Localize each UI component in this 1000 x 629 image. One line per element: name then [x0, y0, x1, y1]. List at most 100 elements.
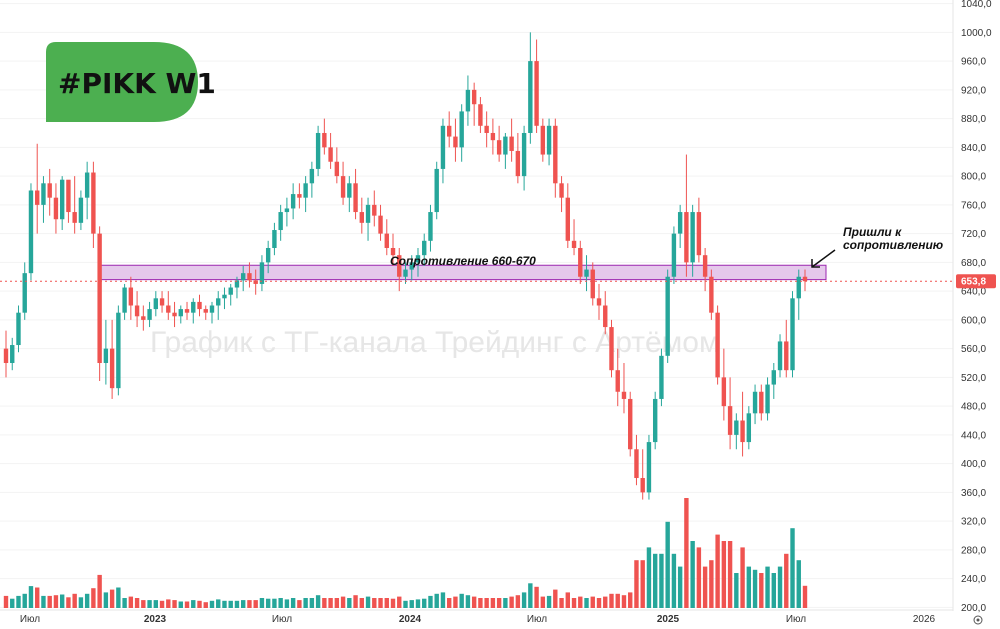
y-axis: 200,0 240,0 280,0 320,0 360,0 400,0 440,0 480,0… [961, 0, 992, 614]
candle-body [91, 172, 96, 234]
volume-bar [415, 599, 421, 608]
volume-bar [484, 598, 489, 608]
candle-body [315, 132, 321, 169]
candle-body [546, 125, 552, 155]
candle-body [428, 212, 433, 241]
candle-body [740, 420, 745, 443]
candle-body [646, 442, 652, 493]
candle-body [134, 305, 140, 317]
y-tick-label: 840,0 [961, 143, 986, 154]
volume-bar [571, 598, 577, 608]
candle-body [752, 391, 758, 414]
candle-body [272, 230, 277, 248]
y-tick-label: 280,0 [961, 545, 986, 556]
volume-bar [515, 595, 521, 608]
volume-bar [334, 598, 340, 608]
volume-bar [765, 566, 770, 608]
y-tick-label: 600,0 [961, 315, 986, 326]
candle-body [603, 305, 608, 328]
volume-bar [390, 598, 396, 608]
candle-body [35, 190, 40, 205]
y-tick-label: 560,0 [961, 344, 986, 355]
volume-bar [16, 595, 21, 608]
volume-bar [584, 598, 589, 608]
candle-body [553, 125, 558, 184]
volume-bar [272, 598, 277, 608]
candle-body [241, 273, 246, 281]
candle-body [471, 89, 477, 105]
volume-bar [422, 598, 427, 608]
candle-body [503, 136, 508, 155]
volume-bar [284, 599, 290, 608]
x-tick-label: 2023 [144, 614, 167, 625]
volume-bar [378, 598, 383, 608]
y-tick-label: 720,0 [961, 229, 986, 240]
y-tick-label: 1000,0 [961, 28, 992, 39]
candle-body [690, 212, 695, 263]
arrow-note-line2: сопротивлению [843, 238, 943, 252]
volume-bar [172, 600, 177, 608]
candle-body [771, 370, 776, 385]
candle-body [22, 273, 27, 313]
volume-bars [3, 498, 808, 608]
volume-bar [228, 600, 233, 608]
candle-body [116, 312, 121, 389]
candle-body [790, 298, 795, 371]
candle-body [440, 125, 446, 169]
candle-body [359, 212, 365, 223]
volume-bar [166, 599, 171, 608]
volume-bar [677, 566, 683, 608]
arrow-icon [811, 249, 836, 268]
volume-bar [309, 598, 315, 608]
candle-body [721, 377, 727, 407]
candle-body [378, 215, 383, 234]
volume-bar [203, 602, 208, 608]
candle-body [677, 212, 683, 234]
volume-bar [116, 587, 121, 608]
volume-bar [528, 583, 533, 608]
candle-body [409, 262, 414, 270]
y-tick-label: 240,0 [961, 574, 986, 585]
candle-body [665, 276, 670, 356]
x-tick-label: Июл [272, 614, 292, 625]
volume-bar [546, 595, 552, 608]
volume-bar [796, 560, 801, 608]
volume-bar [740, 547, 745, 608]
candles [3, 32, 808, 500]
x-tick-label: 2024 [399, 614, 422, 625]
volume-bar [134, 598, 140, 608]
candle-body [596, 298, 602, 306]
y-tick-label: 440,0 [961, 430, 986, 441]
candle-body [478, 104, 483, 126]
volume-bar [434, 593, 439, 608]
candle-body [259, 262, 265, 284]
volume-bar [671, 553, 677, 608]
volume-bar [403, 600, 408, 608]
volume-bar [684, 498, 689, 608]
candle-body [490, 132, 496, 141]
volume-bar [222, 600, 227, 608]
volume-bar [409, 600, 414, 608]
volume-bar [646, 547, 652, 608]
candle-body [540, 125, 546, 155]
candle-body [565, 197, 570, 241]
candle-body [521, 132, 527, 177]
candle-body [122, 287, 127, 313]
candle-body [16, 312, 21, 346]
candle-body [715, 312, 720, 378]
volume-bar [453, 596, 458, 608]
candle-body [727, 406, 733, 435]
volume-bar [265, 598, 271, 608]
candle-body [484, 125, 489, 133]
volume-bar [777, 566, 783, 608]
candle-body [216, 298, 221, 306]
y-tick-label: 520,0 [961, 373, 986, 384]
y-tick-label: 800,0 [961, 172, 986, 183]
candle-body [777, 341, 783, 371]
volume-bar [147, 600, 152, 608]
volume-bar [384, 598, 389, 608]
volume-bar [565, 592, 570, 608]
settings-icon[interactable] [973, 615, 983, 625]
candle-body [97, 233, 102, 364]
